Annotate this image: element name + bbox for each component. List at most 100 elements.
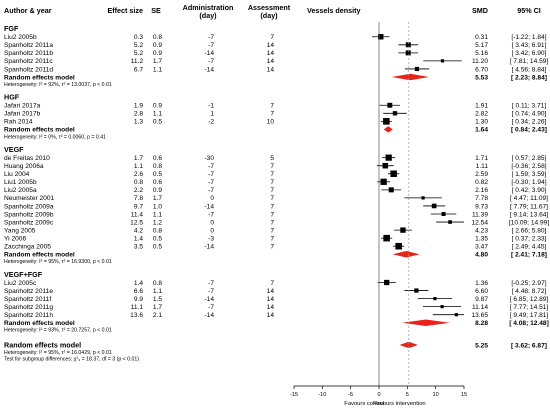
point-estimate [454, 313, 458, 317]
effect-size: 13.6 [130, 312, 143, 319]
pooled-row: Random effects model 4.80 [ 2.41; 7.18] [4, 251, 547, 259]
pooled-label: Random effects model [4, 320, 75, 327]
point-estimate [448, 220, 452, 224]
heterogeneity: Heterogeneity: I² = 0%, τ² = 0.0060, p =… [4, 134, 106, 140]
pooled-diamond [392, 251, 420, 258]
study-row: Spanholtz 2011h 13.6 2.1 -14 14 13.65 [ 9.49; … [4, 312, 548, 319]
pooled-smd: 1.64 [475, 127, 488, 134]
administration-day: -7 [208, 280, 214, 287]
study-row: Spanholtz 2011d 6.7 1.1 -14 14 6.70 [ 4.56; 8.… [4, 66, 547, 73]
effect-size: 1.4 [134, 235, 143, 242]
study-row: Spanholtz 2011a 5.2 0.9 -7 14 5.17 [ 3.43; 6.9… [4, 42, 547, 49]
pooled-label: Random effects model [4, 74, 75, 81]
pooled-smd: 8.28 [475, 320, 488, 327]
study-row: Huang 2006a 1.1 0.8 -7 7 1.11 [-0.36; 2.58] [4, 162, 547, 170]
point-estimate [395, 242, 402, 250]
standard-error: 0.5 [153, 171, 162, 178]
header-administration: Administration (day) [183, 3, 234, 20]
ci-value: [ 4.48; 8.72] [512, 288, 547, 295]
effect-size: 0.8 [134, 179, 143, 186]
smd-value: 11.39 [472, 211, 488, 218]
header-vessels-density: Vessels density [307, 6, 361, 15]
header-effect-size: Effect size [107, 6, 143, 15]
effect-size: 9.7 [134, 203, 143, 210]
ci-value: [ 6.85; 12.89] [510, 296, 549, 303]
ci-value: [ 0.74; 4.90] [512, 111, 547, 118]
smd-value: 9.73 [475, 203, 488, 210]
pooled-diamond [402, 319, 450, 326]
smd-value: 11.14 [472, 304, 488, 311]
point-estimate [441, 212, 446, 216]
study-row: Liu1 2005b 0.8 0.6 -7 7 0.82 [-0.30; 1.94] [4, 178, 547, 186]
study-row: Yi 2006 1.4 0.5 -3 7 1.35 [ 0.37; 2.33] [4, 234, 547, 242]
standard-error: 2.1 [153, 312, 162, 319]
point-estimate [431, 203, 437, 209]
study-name: Liu2 2005a [4, 187, 37, 194]
study-name: Yi 2006 [4, 235, 26, 242]
administration-day: -7 [208, 304, 214, 311]
smd-value: 1.11 [476, 163, 489, 170]
point-estimate [378, 34, 384, 40]
effect-size: 4.2 [134, 227, 143, 234]
ci-value: [-0.30; 1.94] [511, 179, 546, 186]
point-estimate [400, 227, 406, 233]
ci-value: [-1.22; 1.84] [511, 34, 546, 41]
assessment-day: 14 [267, 288, 275, 295]
tick-label: 0 [377, 392, 380, 398]
tick-label: -15 [290, 392, 298, 398]
study-name: Spanholtz 2011a [4, 42, 53, 49]
point-estimate [390, 170, 397, 177]
point-estimate [382, 162, 389, 169]
standard-error: 0.8 [153, 34, 162, 41]
pooled-ci: [ 4.08; 12.48] [509, 320, 549, 327]
effect-size: 1.9 [134, 103, 143, 110]
effect-size: 2.8 [134, 111, 143, 118]
smd-value: 0.31 [475, 34, 488, 41]
pooled-label: Random effects model [4, 127, 75, 134]
study-row: Liu2 2005c 1.4 0.8 -7 7 1.36 [-0.25; 2.97] [4, 280, 547, 287]
point-estimate [388, 187, 394, 193]
ci-value: [ 7.77; 14.51] [510, 304, 549, 311]
standard-error: 0.6 [153, 155, 162, 162]
assessment-day: 14 [267, 50, 275, 57]
smd-value: 9.87 [475, 296, 488, 303]
effect-size: 11.1 [131, 304, 144, 311]
ci-value: [ 0.42; 3.90] [512, 187, 547, 194]
study-name: Liu2 2005b [4, 34, 37, 41]
point-estimate [384, 279, 390, 286]
assessment-day: 7 [270, 203, 274, 210]
study-name: Yang 2005 [4, 227, 36, 234]
assessment-day: 14 [267, 304, 275, 311]
ci-value: [ 2.49; 4.45] [512, 244, 547, 251]
ci-value: [ 4.47; 11.09] [510, 195, 548, 202]
ci-value: [ 9.49; 17.81] [510, 312, 549, 319]
administration-day: -7 [208, 163, 214, 170]
point-estimate [387, 102, 393, 108]
study-row: Zacchinga 2005 3.5 0.5 -14 7 3.47 [ 2.49; 4.45… [4, 242, 547, 251]
administration-day: -14 [204, 312, 214, 319]
group-title: FGF [4, 24, 19, 33]
smd-value: 6.60 [475, 288, 488, 295]
smd-value: 1.71 [475, 155, 488, 162]
study-row: Neumeister 2001 7.8 1.7 0 7 7.78 [ 4.47; 11.09… [4, 195, 548, 202]
study-row: Rah 2014 1.3 0.5 -2 10 1.30 [ 0.34; 2.26] [4, 118, 547, 126]
study-name: Spanholtz 2011d [4, 66, 53, 73]
study-row: Spanholtz 2009a 9.7 1.0 -14 7 9.73 [ 7.79; 11.… [4, 203, 548, 210]
standard-error: 0.8 [153, 227, 162, 234]
point-estimate [385, 154, 392, 161]
effect-size: 3.5 [134, 244, 143, 251]
point-estimate [440, 305, 444, 309]
assessment-day: 7 [270, 171, 274, 178]
study-name: Liu1 2005b [4, 179, 37, 186]
administration-day: -14 [204, 203, 214, 210]
study-row: Spanholtz 2011f 9.9 1.5 -14 14 9.87 [ 6.85; 12… [4, 296, 548, 303]
column-headers: Author & year Effect size SE Administrat… [4, 3, 541, 20]
smd-value: 5.16 [475, 50, 488, 57]
standard-error: 0.5 [153, 235, 162, 242]
study-row: Jafari 2017b 2.8 1.1 1 7 2.82 [ 0.74; 4.90] [4, 111, 547, 118]
